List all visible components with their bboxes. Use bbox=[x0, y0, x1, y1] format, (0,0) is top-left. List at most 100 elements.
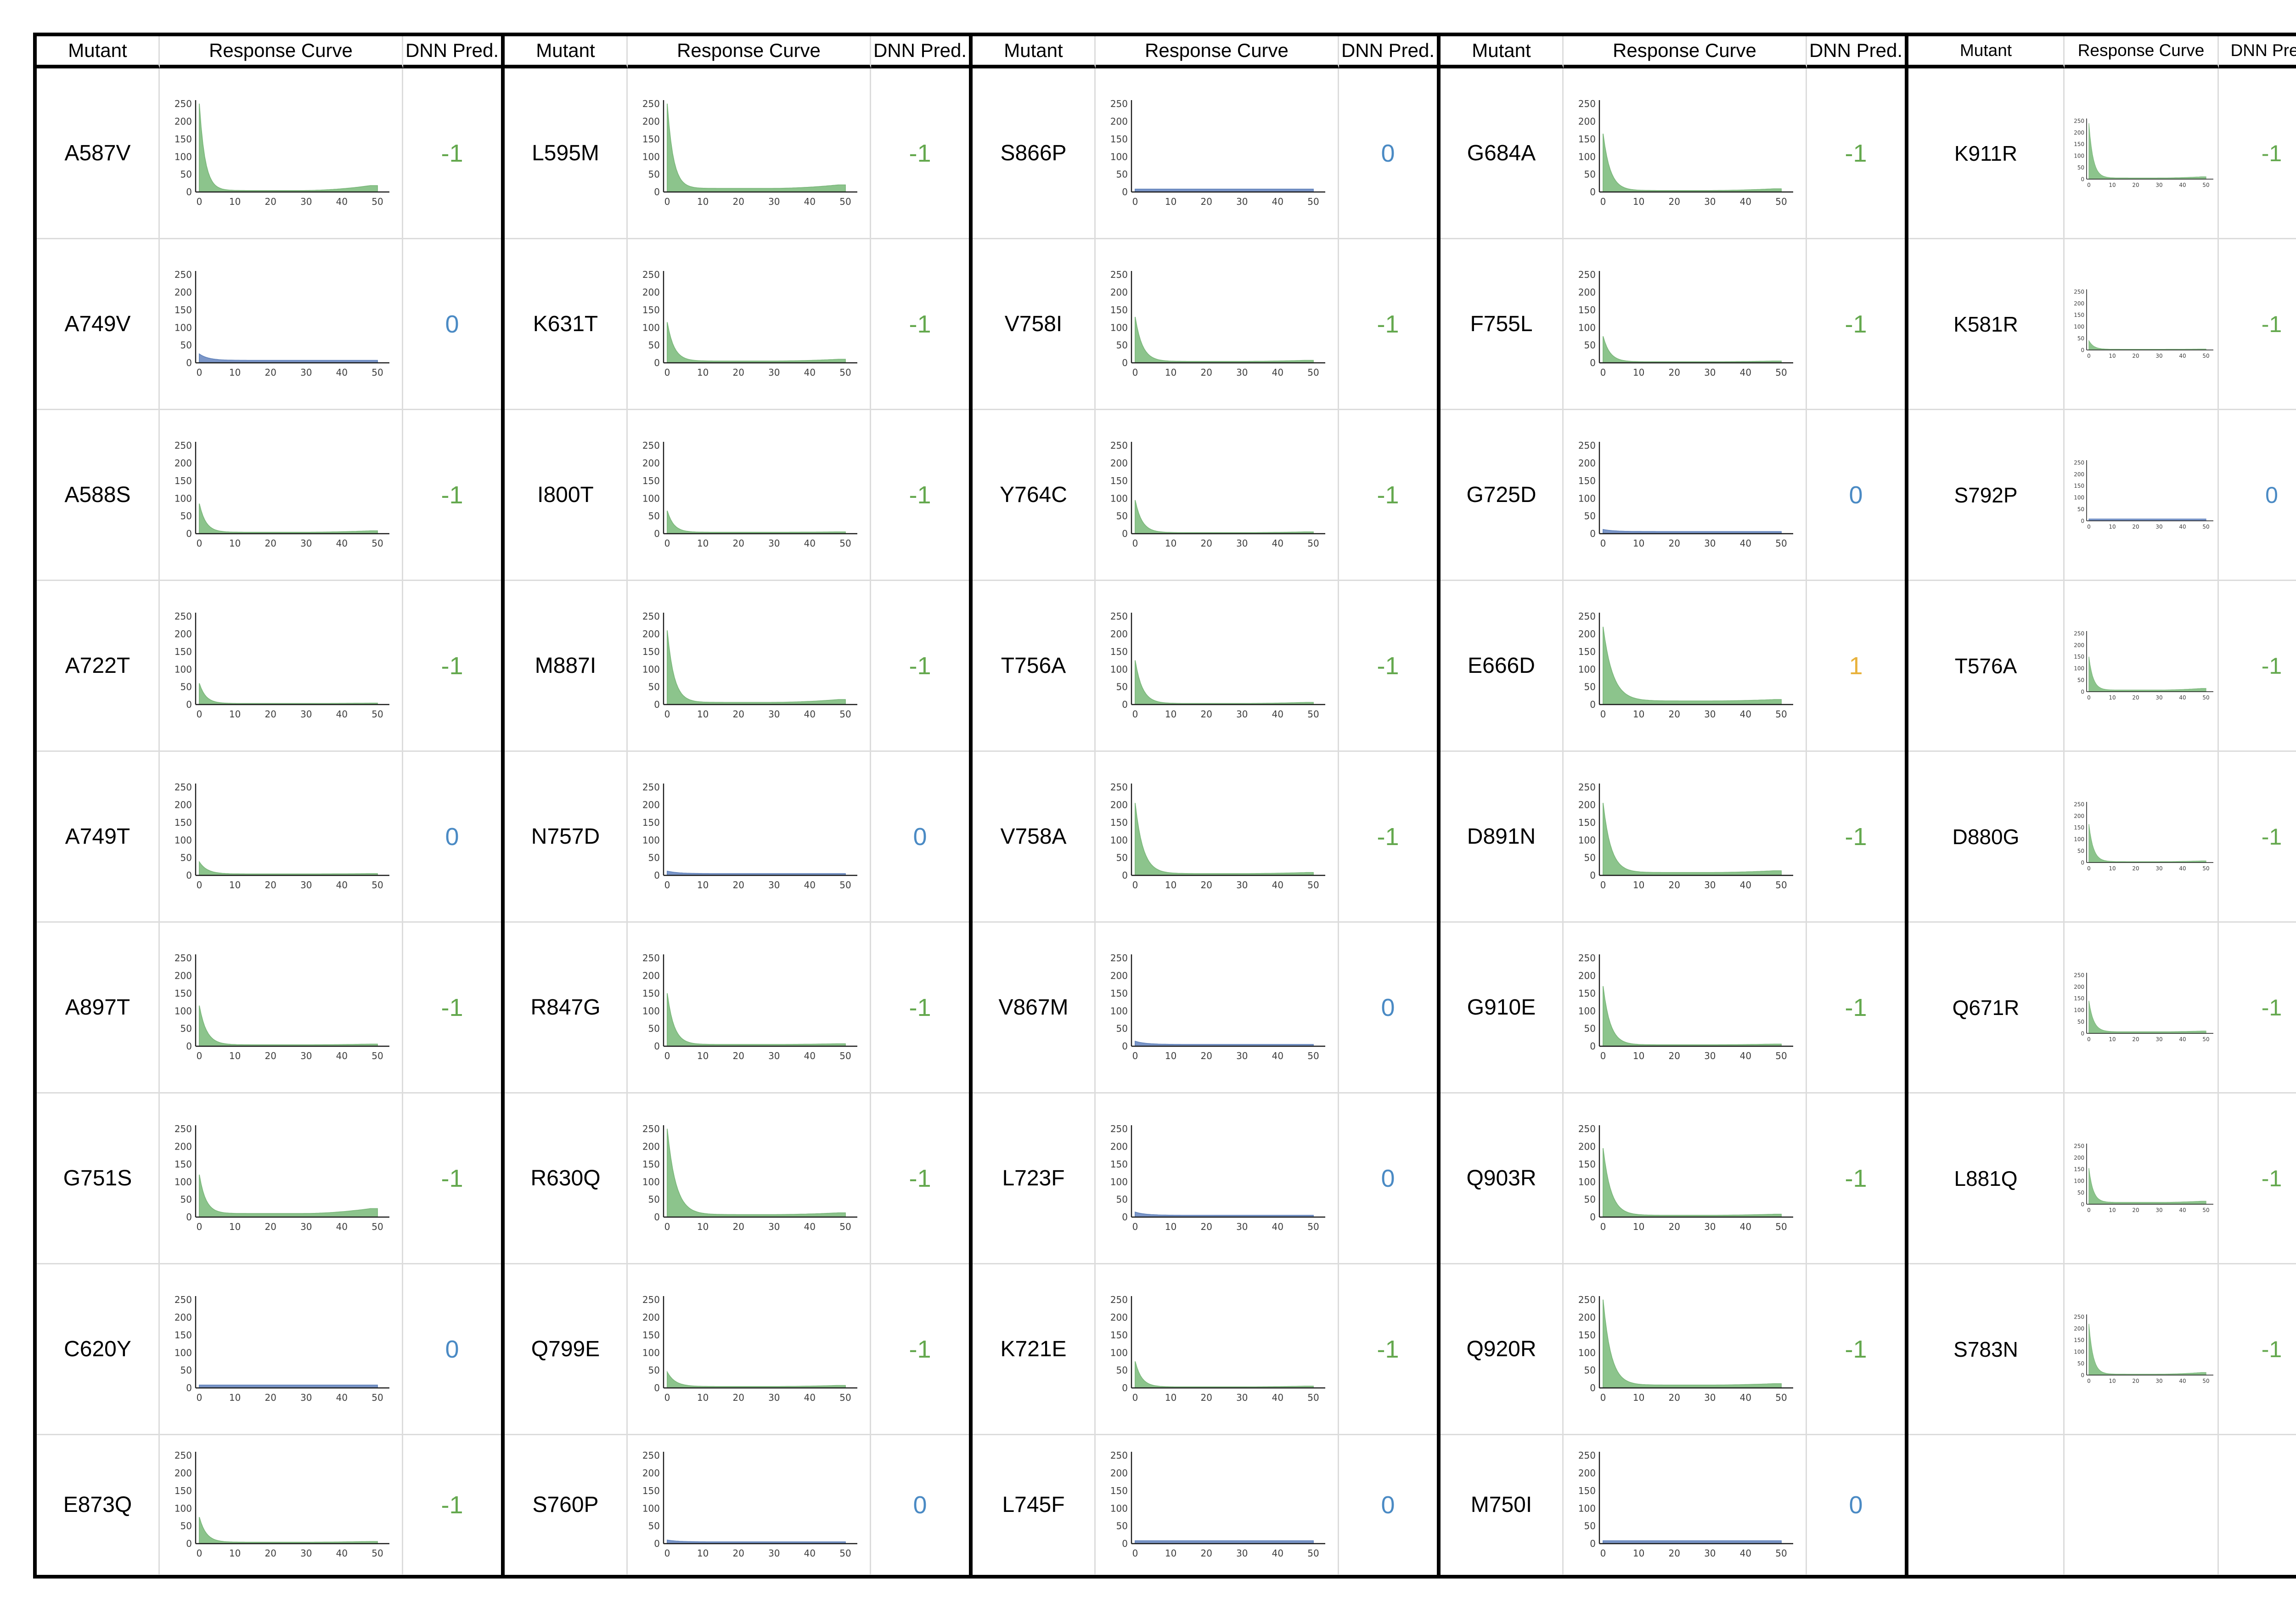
y-tick-label: 200 bbox=[1578, 1467, 1595, 1478]
x-tick-label: 30 bbox=[1236, 538, 1248, 549]
x-tick-label: 20 bbox=[2132, 1378, 2139, 1384]
y-tick-label: 0 bbox=[2081, 1372, 2084, 1378]
response-curve-cell: 0 50 100 150 200 250 0 10 20 30 40 50 bbox=[1564, 752, 1807, 923]
x-tick-label: 10 bbox=[1165, 1392, 1176, 1403]
response-curve-area bbox=[198, 103, 378, 192]
x-tick-label: 50 bbox=[2202, 353, 2209, 359]
column-header-dnn-pred: DNN Pred. bbox=[1807, 36, 1905, 68]
x-tick-label: 40 bbox=[1739, 1548, 1751, 1559]
x-tick-label: 30 bbox=[768, 1548, 780, 1559]
x-tick-label: 50 bbox=[839, 1221, 851, 1232]
y-tick-label: 50 bbox=[2077, 164, 2084, 170]
y-tick-label: 0 bbox=[654, 1538, 660, 1549]
response-curve-chart: 0 50 100 150 200 250 0 10 20 30 40 50 bbox=[1110, 610, 1325, 720]
x-tick-label: 40 bbox=[336, 709, 347, 720]
x-tick-label: 30 bbox=[768, 880, 780, 891]
y-tick-label: 200 bbox=[1110, 457, 1127, 468]
y-tick-label: 250 bbox=[2074, 630, 2084, 637]
mutant-cell: L745F bbox=[973, 1435, 1096, 1574]
x-tick-label: 50 bbox=[2202, 1207, 2209, 1213]
x-tick-label: 0 bbox=[1132, 880, 1138, 891]
mutant-cell: C620Y bbox=[37, 1264, 160, 1435]
x-tick-label: 0 bbox=[1600, 880, 1606, 891]
x-tick-label: 0 bbox=[664, 1221, 670, 1232]
y-tick-label: 100 bbox=[174, 664, 191, 675]
y-tick-label: 150 bbox=[2074, 1166, 2084, 1173]
x-tick-label: 0 bbox=[196, 1221, 202, 1232]
response-curve-area bbox=[1134, 316, 1314, 363]
x-tick-label: 30 bbox=[300, 1392, 312, 1403]
y-tick-label: 200 bbox=[174, 1312, 191, 1323]
x-tick-label: 0 bbox=[2087, 1207, 2091, 1213]
mutant-cell: G910E bbox=[1441, 923, 1564, 1094]
response-curve-cell: 0 50 100 150 200 250 0 10 20 30 40 50 bbox=[1564, 923, 1807, 1094]
dnn-pred-cell: -1 bbox=[2219, 581, 2296, 752]
response-curve-area bbox=[1134, 1540, 1314, 1544]
y-tick-label: 250 bbox=[2074, 1314, 2084, 1320]
x-tick-label: 0 bbox=[664, 367, 670, 378]
y-tick-label: 200 bbox=[1110, 1141, 1127, 1152]
y-tick-label: 50 bbox=[1116, 510, 1127, 521]
y-tick-label: 100 bbox=[642, 1347, 659, 1358]
x-tick-label: 40 bbox=[804, 538, 815, 549]
x-tick-label: 10 bbox=[1632, 1548, 1644, 1559]
y-tick-label: 150 bbox=[1110, 817, 1127, 828]
x-tick-label: 40 bbox=[2179, 694, 2186, 701]
response-curve-area bbox=[1602, 626, 1782, 705]
x-tick-label: 50 bbox=[1307, 1392, 1319, 1403]
response-curve-area bbox=[2088, 123, 2206, 180]
y-tick-label: 100 bbox=[1578, 322, 1595, 333]
x-tick-label: 10 bbox=[697, 1392, 708, 1403]
x-tick-label: 50 bbox=[371, 1548, 383, 1559]
x-tick-label: 50 bbox=[1775, 709, 1787, 720]
y-tick-label: 50 bbox=[648, 852, 659, 863]
x-tick-label: 0 bbox=[196, 880, 202, 891]
response-curve-cell bbox=[2065, 1435, 2219, 1574]
dnn-pred-cell: -1 bbox=[1807, 239, 1905, 410]
response-curve-cell: 0 50 100 150 200 250 0 10 20 30 40 50 bbox=[160, 239, 403, 410]
response-curve-area bbox=[666, 630, 846, 705]
y-tick-label: 250 bbox=[174, 610, 191, 621]
y-tick-label: 100 bbox=[2074, 1007, 2084, 1013]
y-tick-label: 100 bbox=[2074, 836, 2084, 842]
response-curve-chart: 0 50 100 150 200 250 0 10 20 30 40 50 bbox=[174, 952, 389, 1061]
y-tick-label: 50 bbox=[180, 1023, 191, 1034]
response-curve-area bbox=[1602, 1540, 1782, 1544]
y-tick-label: 50 bbox=[648, 169, 659, 180]
mutant-cell: K911R bbox=[1908, 68, 2065, 239]
y-tick-label: 150 bbox=[1578, 133, 1595, 144]
x-tick-label: 50 bbox=[1307, 196, 1319, 207]
y-tick-label: 250 bbox=[174, 1123, 191, 1134]
x-tick-label: 30 bbox=[2155, 1378, 2162, 1384]
dnn-pred-cell: -1 bbox=[2219, 923, 2296, 1094]
y-tick-label: 150 bbox=[2074, 1337, 2084, 1343]
x-tick-label: 40 bbox=[804, 1548, 815, 1559]
mutant-cell: S866P bbox=[973, 68, 1096, 239]
y-tick-label: 150 bbox=[174, 817, 191, 828]
x-tick-label: 20 bbox=[1668, 880, 1680, 891]
x-tick-label: 20 bbox=[1200, 367, 1212, 378]
response-curve-cell: 0 50 100 150 200 250 0 10 20 30 40 50 bbox=[628, 1435, 871, 1574]
x-tick-label: 30 bbox=[1704, 538, 1716, 549]
x-tick-label: 40 bbox=[804, 709, 815, 720]
y-tick-label: 50 bbox=[648, 1365, 659, 1376]
y-tick-label: 0 bbox=[1122, 699, 1128, 710]
x-tick-label: 20 bbox=[2132, 524, 2139, 530]
response-curve-cell: 0 50 100 150 200 250 0 10 20 30 40 50 bbox=[1564, 1264, 1807, 1435]
mutant-cell: S760P bbox=[505, 1435, 628, 1574]
y-tick-label: 50 bbox=[180, 169, 191, 180]
response-curve-cell: 0 50 100 150 200 250 0 10 20 30 40 50 bbox=[160, 410, 403, 581]
y-tick-label: 50 bbox=[2077, 847, 2084, 854]
y-tick-label: 200 bbox=[642, 287, 659, 298]
y-tick-label: 250 bbox=[1110, 440, 1127, 451]
x-tick-label: 30 bbox=[2155, 182, 2162, 188]
response-curve-cell: 0 50 100 150 200 250 0 10 20 30 40 50 bbox=[1096, 1435, 1339, 1574]
y-tick-label: 200 bbox=[1578, 970, 1595, 981]
y-tick-label: 50 bbox=[180, 681, 191, 692]
y-tick-label: 200 bbox=[1110, 1467, 1127, 1478]
y-tick-label: 200 bbox=[1578, 799, 1595, 810]
y-tick-label: 250 bbox=[1578, 1449, 1595, 1460]
x-tick-label: 10 bbox=[2109, 1378, 2116, 1384]
dnn-pred-cell: -1 bbox=[1339, 581, 1437, 752]
